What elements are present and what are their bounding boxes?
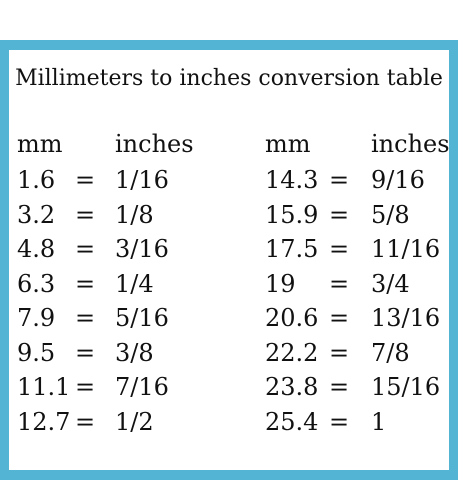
right-inches-value: 7/8 [371,339,410,367]
left-mm-value: 3.2 [17,201,56,229]
left-equals-sign: = [74,373,96,401]
right-mm-value: 14.3 [265,166,319,194]
right-mm-value: 19 [265,270,296,298]
left-mm-value: 9.5 [17,339,56,367]
left-mm-value: 4.8 [17,235,56,263]
right-mm-value: 17.5 [265,235,319,263]
right-equals-sign: = [328,166,350,194]
header-right-inches: inches [371,130,450,158]
table-title: Millimeters to inches conversion table [15,66,443,91]
left-equals-sign: = [74,408,96,436]
right-mm-value: 15.9 [265,201,319,229]
header-left-inches: inches [115,130,194,158]
left-equals-sign: = [74,339,96,367]
left-mm-value: 6.3 [17,270,56,298]
right-inches-value: 13/16 [371,304,441,332]
right-inches-value: 3/4 [371,270,410,298]
right-inches-value: 1 [371,408,387,436]
left-mm-value: 7.9 [17,304,56,332]
right-equals-sign: = [328,339,350,367]
right-equals-sign: = [328,408,350,436]
left-equals-sign: = [74,304,96,332]
left-equals-sign: = [74,235,96,263]
right-inches-value: 5/8 [371,201,410,229]
left-inches-value: 1/16 [115,166,169,194]
right-inches-value: 9/16 [371,166,425,194]
left-mm-value: 1.6 [17,166,56,194]
left-mm-value: 12.7 [17,408,71,436]
header-left-mm: mm [17,130,63,158]
left-mm-value: 11.1 [17,373,71,401]
right-equals-sign: = [328,373,350,401]
left-inches-value: 7/16 [115,373,169,401]
left-inches-value: 1/2 [115,408,154,436]
right-mm-value: 23.8 [265,373,319,401]
left-equals-sign: = [74,166,96,194]
right-inches-value: 15/16 [371,373,441,401]
right-mm-value: 20.6 [265,304,319,332]
right-mm-value: 22.2 [265,339,319,367]
right-mm-value: 25.4 [265,408,319,436]
left-inches-value: 5/16 [115,304,169,332]
right-equals-sign: = [328,201,350,229]
right-equals-sign: = [328,304,350,332]
conversion-panel: Millimeters to inches conversion table m… [9,50,450,470]
left-inches-value: 1/8 [115,201,154,229]
table-frame: Millimeters to inches conversion table m… [0,40,458,480]
right-inches-value: 11/16 [371,235,441,263]
right-equals-sign: = [328,270,350,298]
header-right-mm: mm [265,130,311,158]
right-equals-sign: = [328,235,350,263]
left-equals-sign: = [74,201,96,229]
left-inches-value: 3/16 [115,235,169,263]
left-inches-value: 3/8 [115,339,154,367]
left-inches-value: 1/4 [115,270,154,298]
left-equals-sign: = [74,270,96,298]
